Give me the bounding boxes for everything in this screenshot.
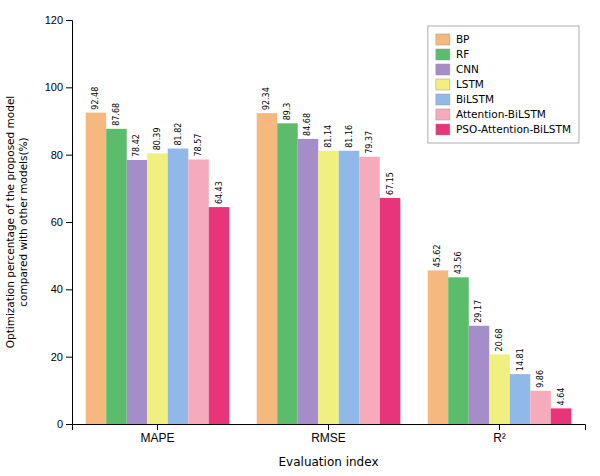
data-label: 43.56: [454, 251, 463, 274]
plot: 92.48 92.34 45.62 87.68 89.3 43.56 78.42 84.68 2…: [4, 14, 586, 469]
y-tick-label: 100: [45, 81, 63, 93]
bar: [127, 160, 148, 424]
data-label: 89.3: [283, 103, 292, 121]
x-tick-label: MAPE: [140, 431, 174, 445]
bars: [86, 113, 572, 424]
data-label: 29.17: [474, 300, 483, 323]
bar: [318, 151, 339, 424]
bar: [147, 153, 168, 424]
bar: [551, 408, 572, 424]
x-axis: MAPE RMSE R²: [73, 424, 586, 445]
bar: [257, 113, 278, 424]
bar: [428, 270, 449, 424]
y-tick-mark: [66, 87, 72, 88]
chart: 92.48 92.34 45.62 87.68 89.3 43.56 78.42 84.68 2…: [0, 0, 600, 476]
x-tick: R²: [493, 424, 506, 445]
bar: [489, 354, 510, 424]
data-label: 67.15: [386, 172, 395, 195]
x-axis-title: Evaluation index: [279, 455, 379, 469]
y-tick: 60: [51, 216, 72, 228]
y-tick: 120: [45, 14, 72, 26]
bar: [277, 123, 298, 424]
bar: [359, 157, 380, 424]
legend-swatch: [436, 64, 450, 75]
legend-label: PSO-Attention-BiLSTM: [456, 123, 571, 135]
y-tick: 20: [51, 351, 72, 363]
y-tick-label: 60: [51, 216, 63, 228]
legend-frame: [428, 26, 579, 143]
y-tick-mark: [66, 222, 72, 223]
data-label: 4.64: [557, 388, 566, 406]
x-tick-mark: [499, 424, 500, 430]
data-label: 78.42: [132, 134, 141, 157]
data-label: 81.14: [324, 125, 333, 148]
x-tick: MAPE: [140, 424, 174, 445]
legend-label: LSTM: [456, 78, 484, 90]
x-axis-line: [73, 425, 586, 431]
bar: [339, 151, 360, 424]
legend-swatch: [436, 79, 450, 90]
bar: [298, 139, 319, 424]
x-tick-mark: [328, 424, 329, 430]
data-label: 64.43: [215, 181, 224, 204]
data-label: 78.57: [194, 134, 203, 157]
bar: [469, 326, 490, 424]
bar: [86, 113, 107, 424]
y-tick-mark: [66, 155, 72, 156]
bar: [209, 207, 230, 424]
legend-label: RF: [456, 48, 469, 60]
x-tick-mark: [157, 424, 158, 430]
data-label: 9.86: [536, 370, 545, 388]
legend-swatch: [436, 94, 450, 105]
x-tick-label: R²: [493, 431, 506, 445]
y-tick-label: 120: [45, 14, 63, 26]
y-tick-label: 20: [51, 351, 63, 363]
legend-label: BP: [456, 33, 470, 45]
y-tick: 0: [57, 418, 72, 430]
y-axis-title: Optimization percentage of the proposed …: [4, 96, 29, 349]
bar: [530, 391, 551, 424]
y-tick-label: 40: [51, 283, 63, 295]
y-tick-mark: [66, 357, 72, 358]
y-tick-mark: [66, 289, 72, 290]
y-tick: 80: [51, 149, 72, 161]
legend-label: Attention-BiLSTM: [456, 108, 546, 120]
bar: [168, 149, 189, 424]
data-label: 92.34: [262, 87, 271, 110]
bar: [510, 374, 531, 424]
y-tick-mark: [66, 424, 72, 425]
legend-swatch: [436, 34, 450, 45]
bar: [188, 159, 209, 424]
legend-label: BiLSTM: [456, 93, 494, 105]
data-label: 20.68: [495, 328, 504, 351]
data-label: 79.37: [365, 131, 374, 154]
data-label: 80.39: [153, 127, 162, 150]
bar: [448, 277, 469, 424]
data-label: 45.62: [433, 245, 442, 268]
bar: [380, 198, 401, 424]
x-tick-label: RMSE: [311, 431, 346, 445]
y-tick-label: 0: [57, 418, 63, 430]
data-label: 84.68: [303, 113, 312, 136]
data-label: 81.16: [345, 125, 354, 148]
legend-swatch: [436, 109, 450, 120]
legend: BP RF CNN LSTM BiLSTM Attention-BiLSTM PSO-Att…: [428, 26, 579, 143]
legend-swatch: [436, 49, 450, 60]
data-label: 92.48: [91, 87, 100, 110]
x-tick: RMSE: [311, 424, 346, 445]
bar: [106, 129, 127, 424]
y-tick-label: 80: [51, 149, 63, 161]
y-tick: 100: [45, 81, 72, 93]
legend-label: CNN: [456, 63, 479, 75]
y-axis: 0 20 40 60 80 100 120: [45, 14, 73, 430]
y-axis-line: [66, 21, 73, 425]
data-label: 87.68: [112, 103, 121, 126]
data-label: 81.82: [174, 123, 183, 146]
y-tick-mark: [66, 20, 72, 21]
y-tick: 40: [51, 283, 72, 295]
data-label: 14.81: [516, 348, 525, 371]
legend-swatch: [436, 124, 450, 135]
